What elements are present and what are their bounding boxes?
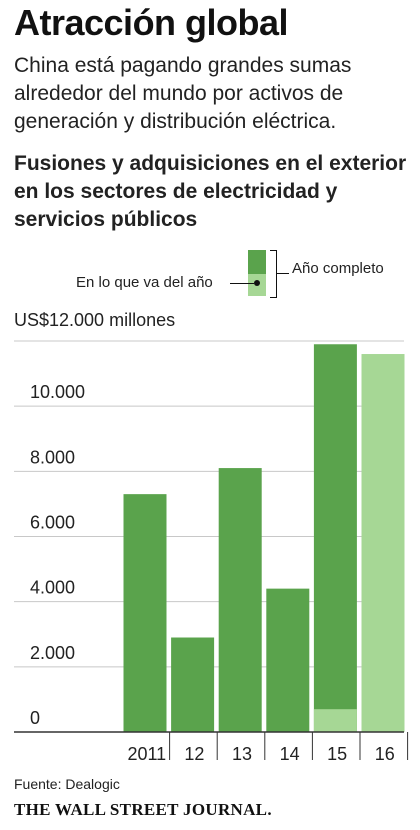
x-tick-label: 13 — [232, 744, 252, 764]
x-tick-label: 14 — [280, 744, 300, 764]
source-note: Fuente: Dealogic — [14, 776, 120, 792]
y-tick-label: 6.000 — [30, 513, 75, 533]
legend-label-year-to-date: En lo que va del año — [76, 274, 213, 291]
legend-leader-line-full — [277, 273, 289, 274]
y-tick-label: 8.000 — [30, 447, 75, 467]
chart-heading: Fusiones y adquisiciones en el exterior … — [14, 152, 407, 231]
legend: En lo que va del año Año completo — [0, 244, 420, 304]
legend-bracket — [270, 250, 277, 298]
chart-title-main: Atracción global — [14, 2, 289, 43]
bar-year-to-date — [313, 709, 357, 732]
bar-full-year — [266, 588, 310, 732]
legend-label-full-year: Año completo — [292, 260, 384, 277]
y-tick-label: 0 — [30, 708, 40, 728]
legend-leader-line-ytd — [230, 283, 254, 284]
x-tick-label: 16 — [375, 744, 395, 764]
y-axis-unit-label: US$12.000 millones — [14, 310, 176, 330]
legend-dot-marker — [254, 280, 260, 286]
publication-masthead: THE WALL STREET JOURNAL. — [14, 800, 272, 819]
bar-full-year — [123, 494, 167, 732]
x-tick-label: 15 — [327, 744, 347, 764]
bar-full-year — [171, 637, 215, 732]
y-tick-label: 2.000 — [30, 643, 75, 663]
bar-full-year — [313, 344, 357, 732]
y-tick-label: 4.000 — [30, 578, 75, 598]
bar-full-year — [218, 468, 262, 732]
y-tick-label: 10.000 — [30, 382, 85, 402]
x-tick-label: 12 — [184, 744, 204, 764]
chart-subtitle: China está pagando grandes sumas alreded… — [14, 54, 352, 133]
bar-year-to-date — [361, 354, 405, 732]
x-tick-label: 2011 — [127, 744, 166, 764]
